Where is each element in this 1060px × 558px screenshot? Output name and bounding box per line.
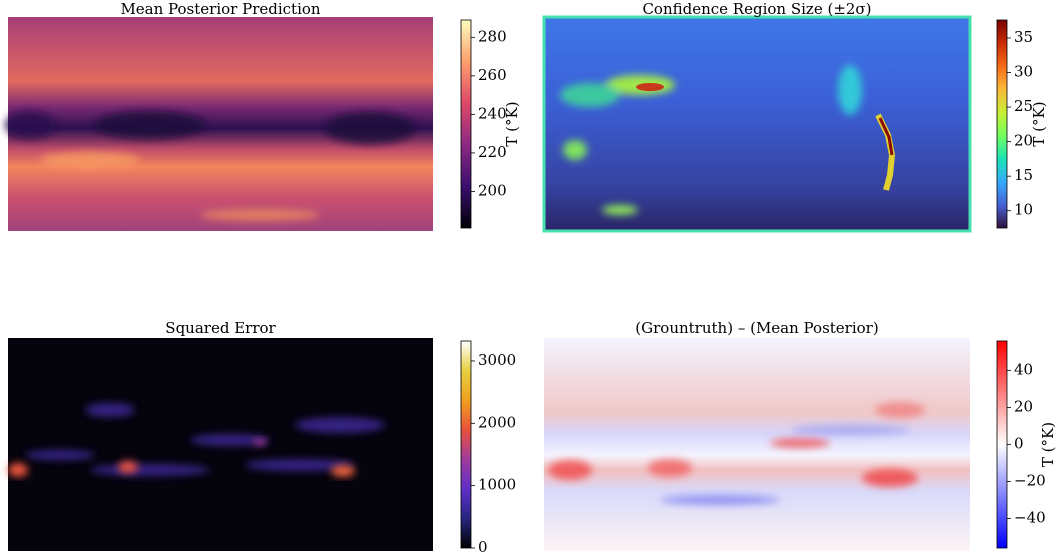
colorbar-tick-label: 20: [1014, 132, 1033, 150]
colorbar-tick-label: 260: [478, 66, 507, 84]
colorbar-tick-label: 280: [478, 27, 507, 45]
colorbar-tick-label: 10: [1014, 201, 1033, 219]
colorbar-tick-label: 30: [1014, 63, 1033, 81]
colorbar-tick-label: 3000: [478, 351, 516, 369]
colorbar-tick-label: −40: [1014, 508, 1046, 526]
colorbar: [460, 340, 472, 549]
colorbar-tick-label: 0: [478, 538, 488, 556]
colorbar-tick-label: 240: [478, 104, 507, 122]
colorbar-tick-label: 1000: [478, 476, 516, 494]
colorbar-label: T (°K): [503, 101, 521, 146]
panel-title: Squared Error: [165, 319, 276, 337]
panel-title: Confidence Region Size (±2σ): [642, 0, 871, 18]
colorbar-tick-label: 200: [478, 181, 507, 199]
panel-title: Mean Posterior Prediction: [120, 0, 320, 18]
colorbar-tick-label: 20: [1014, 398, 1033, 416]
colorbar-tick-label: 2000: [478, 413, 516, 431]
colorbar-tick-label: 0: [1014, 435, 1024, 453]
colorbar: [460, 19, 472, 229]
colorbar-label: T (°K): [1039, 422, 1057, 467]
colorbar-tick-label: −20: [1014, 471, 1046, 489]
colorbar-tick-label: 40: [1014, 361, 1033, 379]
colorbar-tick-label: 220: [478, 143, 507, 161]
colorbar-tick-label: 15: [1014, 166, 1033, 184]
colorbar-tick-label: 35: [1014, 28, 1033, 46]
map-image: [8, 338, 433, 551]
colorbar: [996, 19, 1008, 229]
colorbar-tick-label: 25: [1014, 97, 1033, 115]
panel-title: (Grountruth) – (Mean Posterior): [635, 319, 878, 337]
colorbar: [996, 340, 1008, 549]
map-image: [542, 15, 972, 233]
map-image: [544, 338, 970, 551]
map-image: [5, 17, 433, 231]
colorbar-label: T (°K): [1030, 101, 1048, 146]
